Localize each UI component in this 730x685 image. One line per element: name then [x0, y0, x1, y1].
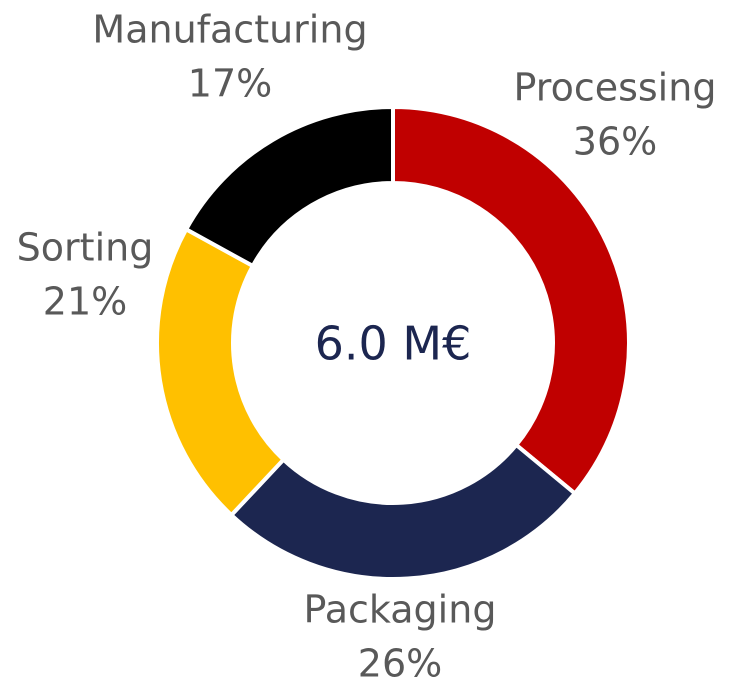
segment-label: Manufacturing: [92, 8, 367, 52]
segment-value-label: 26%: [358, 642, 442, 685]
segment-label: Packaging: [304, 588, 497, 632]
donut-segment: [391, 104, 631, 497]
donut-segment: [183, 104, 395, 269]
center-label: 6.0 M€: [315, 317, 472, 371]
segment-label: Processing: [514, 66, 717, 110]
donut-segment: [155, 226, 287, 518]
donut-segment: [228, 442, 578, 581]
segment-value-label: 17%: [188, 62, 272, 106]
segment-label: Sorting: [17, 226, 154, 270]
segment-value-label: 21%: [43, 280, 127, 324]
segment-value-label: 36%: [573, 120, 657, 164]
